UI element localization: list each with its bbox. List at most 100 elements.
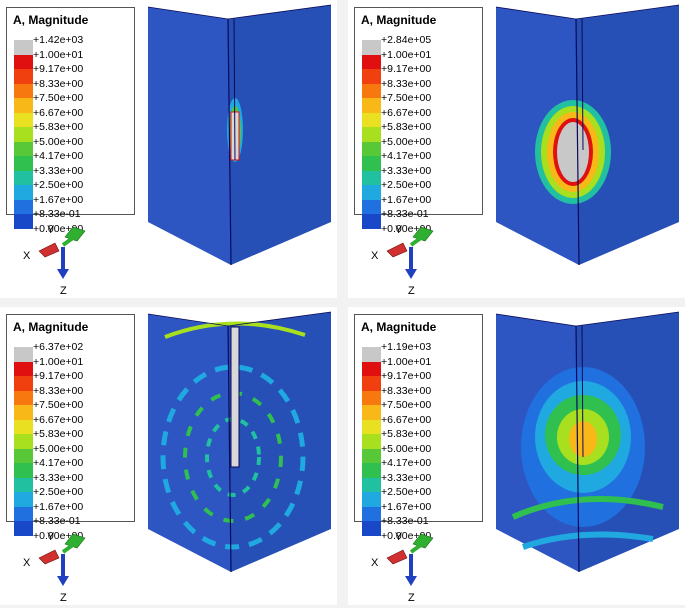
axis-label-y: Y <box>47 531 55 543</box>
legend-value: +8.33e+00 <box>381 77 432 90</box>
legend-value: +5.83e+00 <box>381 428 432 440</box>
legend-value: +1.00e+01 <box>381 48 432 61</box>
legend-swatch <box>362 141 381 156</box>
axis-label-y: Y <box>395 224 403 236</box>
fem-model-view <box>147 4 332 266</box>
model-edge <box>233 18 236 161</box>
legend-swatch <box>14 185 33 200</box>
legend-value: +1.67e+00 <box>33 193 84 206</box>
contour-panel-2: A, Magnitude +2.84e+05 +1.00e+01 +9.17e+… <box>348 0 685 298</box>
legend-value: +1.67e+00 <box>381 500 432 513</box>
legend-swatch <box>362 83 381 98</box>
legend-value: +5.00e+00 <box>33 135 84 148</box>
legend-swatch <box>362 199 381 214</box>
legend-swatch <box>14 463 33 478</box>
legend-swatch <box>14 347 33 362</box>
legend-value: +9.17e+00 <box>381 370 432 382</box>
legend-value: +6.67e+00 <box>381 106 432 119</box>
legend-value: +5.83e+00 <box>33 428 84 440</box>
y-axis-line <box>61 233 79 247</box>
legend-swatch <box>362 376 381 391</box>
legend-swatch <box>362 347 381 362</box>
z-axis-arrow <box>405 269 417 279</box>
legend-swatch <box>14 419 33 434</box>
legend-value: +7.50e+00 <box>381 399 432 411</box>
legend-swatch <box>14 127 33 142</box>
legend-value: +2.50e+00 <box>381 486 432 498</box>
legend-title: A, Magnitude <box>13 13 89 27</box>
x-axis-arrow <box>38 242 60 258</box>
legend-value: +3.33e+00 <box>33 164 84 177</box>
contour-legend: A, Magnitude +1.42e+03 +1.00e+01 +9.17e+… <box>6 7 135 235</box>
legend-swatch <box>362 434 381 449</box>
legend-swatch <box>362 521 381 536</box>
axis-label-x: X <box>371 557 379 569</box>
axis-label-z: Z <box>408 285 415 295</box>
stress-zone <box>557 122 589 182</box>
legend-value: +2.50e+00 <box>33 486 84 498</box>
model-right-face <box>576 5 679 265</box>
model-left-face <box>148 314 231 572</box>
fem-model-view <box>495 4 680 266</box>
legend-swatch <box>14 83 33 98</box>
legend-value: +9.17e+00 <box>381 63 432 75</box>
axis-label-z: Z <box>60 592 67 602</box>
legend-value: +7.50e+00 <box>33 399 84 411</box>
legend-value: +2.84e+05 <box>381 34 432 46</box>
legend-value: +6.67e+00 <box>33 413 84 426</box>
legend-value: +6.67e+00 <box>381 413 432 426</box>
model-edge <box>227 18 232 266</box>
model-edge <box>495 4 680 20</box>
legend-value: +8.33e-01 <box>381 515 429 527</box>
axis-label-x: X <box>371 250 379 262</box>
legend-swatch <box>362 69 381 84</box>
model-edge <box>147 4 332 20</box>
model-left-face <box>148 7 231 265</box>
legend-value: +6.37e+02 <box>33 341 84 353</box>
contour-panel-3: A, Magnitude +6.37e+02 +1.00e+01 +9.17e+… <box>0 307 337 605</box>
legend-value: +3.33e+00 <box>381 471 432 484</box>
axis-triad: Y X Z <box>23 531 86 602</box>
x-axis-arrow <box>386 549 408 565</box>
legend-swatch <box>362 98 381 113</box>
legend-swatch <box>362 405 381 420</box>
legend-swatch <box>362 170 381 185</box>
legend-swatch <box>362 463 381 478</box>
legend-title: A, Magnitude <box>13 320 89 334</box>
axis-triad: Y X Z <box>371 224 434 295</box>
axis-label-y: Y <box>47 224 55 236</box>
legend-swatch <box>14 141 33 156</box>
model-edge <box>581 325 584 458</box>
legend-value: +8.33e+00 <box>33 77 84 90</box>
legend-swatch <box>14 376 33 391</box>
legend-value: +5.83e+00 <box>33 121 84 133</box>
legend-swatch <box>362 477 381 492</box>
contour-legend: A, Magnitude +2.84e+05 +1.00e+01 +9.17e+… <box>354 7 483 235</box>
axis-label-x: X <box>23 250 31 262</box>
axis-label-z: Z <box>408 592 415 602</box>
legend-swatch <box>362 156 381 171</box>
y-axis-line <box>409 540 427 554</box>
legend-swatch <box>14 492 33 507</box>
axis-label-y: Y <box>395 531 403 543</box>
legend-value: +4.17e+00 <box>33 150 84 162</box>
stress-band <box>164 321 306 339</box>
legend-swatch <box>362 185 381 200</box>
y-axis-line <box>61 540 79 554</box>
legend-swatch <box>362 127 381 142</box>
legend-value: +7.50e+00 <box>381 92 432 104</box>
model-edge <box>575 325 580 573</box>
fem-model-view <box>495 311 680 573</box>
legend-value: +6.67e+00 <box>33 106 84 119</box>
legend-value: +7.50e+00 <box>33 92 84 104</box>
legend-value: +1.00e+01 <box>381 355 432 368</box>
legend-swatch <box>14 170 33 185</box>
model-edge <box>581 18 584 151</box>
stress-band <box>522 531 654 550</box>
legend-value: +1.42e+03 <box>33 34 84 46</box>
legend-swatch <box>14 477 33 492</box>
legend-swatch <box>362 40 381 55</box>
y-axis-line <box>409 233 427 247</box>
axis-triad: Y X Z <box>23 224 86 295</box>
z-axis-arrow <box>57 576 69 586</box>
